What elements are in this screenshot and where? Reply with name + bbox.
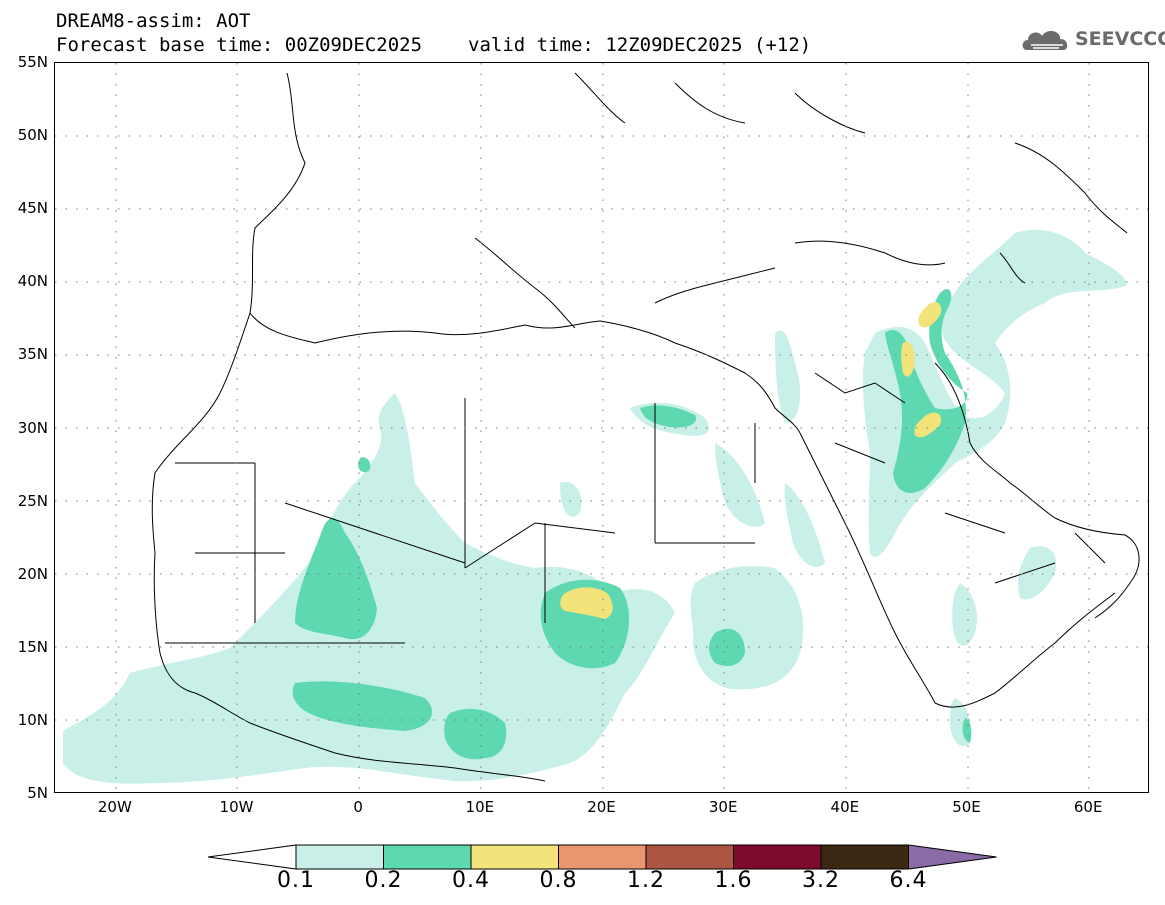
- colorbar-tick-label: 6.4: [889, 868, 928, 893]
- lon-tick-label: 30E: [708, 798, 738, 816]
- forecast-base-time: Forecast base time: 00Z09DEC2025: [56, 34, 423, 56]
- lon-tick-label: 20W: [97, 798, 132, 816]
- colorbar-tick-label: 0.1: [277, 868, 315, 893]
- colorbar-tick-label: 3.2: [802, 868, 840, 893]
- colorbar-swatch: [558, 844, 647, 870]
- colorbar-tick-label: 0.2: [364, 868, 403, 893]
- lon-tick-label: 50E: [952, 798, 981, 816]
- colorbar-swatch: [645, 844, 734, 870]
- lon-tick-label: 10W: [219, 798, 254, 816]
- seevccc-logo: SEEVCCC: [1019, 20, 1165, 60]
- aot-map: [54, 62, 1149, 793]
- aot-fill-low: [63, 229, 1127, 784]
- lat-tick-label: 25N: [17, 491, 48, 510]
- time-info-row: Forecast base time: 00Z09DEC2025 valid ti…: [56, 34, 811, 56]
- lat-tick-label: 55N: [17, 53, 48, 71]
- lat-tick-label: 5N: [27, 784, 48, 802]
- chart-title: DREAM8-assim: AOT: [56, 10, 251, 32]
- lat-tick-label: 50N: [17, 126, 48, 145]
- colorbar-swatch: [295, 844, 384, 870]
- colorbar-under-arrow: [207, 844, 297, 870]
- coastlines: [151, 72, 1140, 782]
- lat-tick-label: 10N: [17, 710, 48, 729]
- colorbar-tick-label: 1.6: [714, 868, 753, 893]
- lat-tick-label: 40N: [17, 272, 48, 291]
- lat-tick-label: 20N: [17, 564, 48, 583]
- colorbar: [207, 844, 997, 870]
- lat-tick-label: 30N: [17, 418, 48, 437]
- colorbar-tick-label: 1.2: [627, 868, 665, 893]
- valid-time: valid time: 12Z09DEC2025 (+12): [468, 34, 812, 56]
- colorbar-swatch: [820, 844, 909, 870]
- lon-tick-label: 10E: [465, 798, 495, 816]
- logo-text: SEEVCCC: [1075, 28, 1165, 50]
- aot-fill-high: [560, 301, 942, 619]
- lon-tick-label: 20E: [587, 798, 616, 816]
- colorbar-swatch: [383, 844, 472, 870]
- colorbar-tick-label: 0.4: [452, 868, 490, 893]
- colorbar-over-arrow: [908, 844, 997, 870]
- lon-tick-label: 0: [353, 798, 363, 816]
- map-canvas: [55, 63, 1148, 792]
- lat-tick-label: 45N: [17, 199, 48, 218]
- colorbar-swatch: [733, 844, 822, 870]
- cloud-logo-icon: [1022, 30, 1068, 50]
- lat-tick-label: 15N: [17, 637, 48, 656]
- lon-tick-label: 40E: [830, 798, 860, 816]
- lat-tick-label: 35N: [17, 345, 48, 364]
- colorbar-swatch: [470, 844, 559, 870]
- colorbar-tick-label: 0.8: [539, 868, 578, 893]
- lon-tick-label: 60E: [1073, 798, 1103, 816]
- graticule: [55, 63, 1148, 792]
